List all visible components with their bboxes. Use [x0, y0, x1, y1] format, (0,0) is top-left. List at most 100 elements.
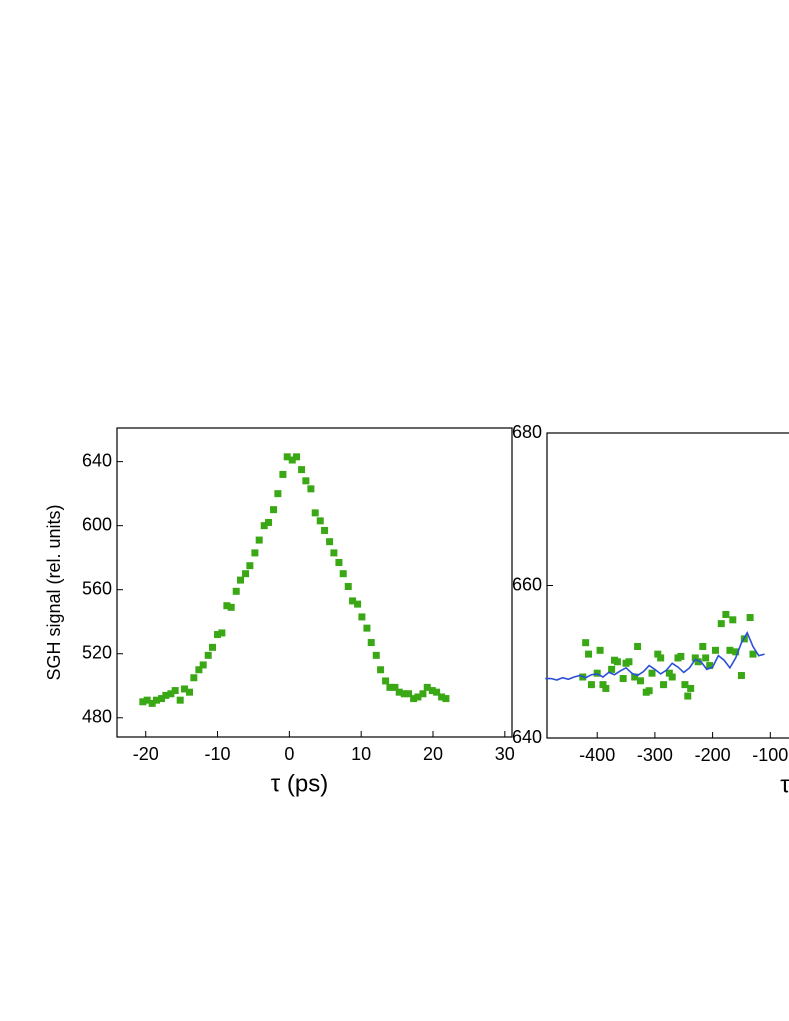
data-point: [395, 688, 403, 696]
data-point: [433, 688, 441, 696]
data-point: [657, 654, 665, 662]
data-point: [391, 683, 399, 691]
data-line: [545, 630, 765, 681]
data-point: [214, 631, 222, 639]
data-point: [209, 643, 217, 651]
data-point: [702, 654, 710, 662]
data-point: [153, 696, 160, 704]
data-point: [265, 518, 273, 526]
data-point: [279, 470, 287, 478]
data-point: [419, 690, 427, 698]
x-tick-label: -200: [695, 745, 731, 765]
data-point: [654, 650, 662, 658]
x-tick-label: -400: [579, 745, 615, 765]
data-point: [717, 620, 725, 628]
x-tick-label: 10: [351, 744, 371, 764]
data-point: [668, 673, 676, 681]
data-point: [681, 681, 689, 689]
y-axis-label: SGH signal (rel. units): [44, 504, 64, 680]
data-point: [677, 652, 685, 660]
data-point: [255, 536, 263, 544]
data-point: [746, 614, 754, 622]
data-point: [162, 691, 170, 699]
data-point: [227, 603, 235, 611]
x-tick-label: -300: [637, 745, 673, 765]
data-point: [167, 690, 175, 698]
data-point: [186, 688, 194, 696]
data-point: [684, 692, 692, 700]
data-point: [363, 624, 371, 632]
data-point: [596, 646, 604, 654]
data-point: [582, 639, 590, 647]
data-point: [602, 684, 610, 692]
y-tick-label: 600: [82, 514, 112, 534]
plot-frame: [546, 432, 789, 739]
data-point: [694, 658, 702, 666]
data-point: [648, 669, 656, 677]
y-tick-label: 560: [82, 578, 112, 598]
data-point: [660, 681, 668, 689]
data-point: [181, 685, 189, 693]
data-point: [631, 673, 639, 681]
data-point: [143, 696, 151, 704]
data-point: [726, 646, 734, 654]
x-tick-label: 20: [423, 744, 443, 764]
x-tick-label: 0: [284, 744, 294, 764]
data-point: [204, 651, 212, 659]
data-point: [372, 651, 380, 659]
data-point: [316, 517, 324, 525]
data-point: [242, 570, 250, 578]
data-point: [687, 684, 695, 692]
data-point: [400, 690, 408, 698]
x-tick-label: -10: [205, 744, 231, 764]
data-point: [599, 681, 607, 689]
data-point: [274, 490, 282, 498]
plot-frame: [116, 427, 513, 738]
x-tick-label: -100: [752, 745, 788, 765]
y-tick-label: 680: [512, 422, 542, 442]
data-point: [293, 453, 301, 461]
data-point: [587, 681, 595, 689]
data-point: [302, 477, 310, 485]
data-point: [354, 600, 362, 608]
y-tick-label: 640: [512, 727, 542, 747]
data-point: [326, 538, 334, 546]
data-point: [237, 576, 245, 584]
data-point: [625, 658, 633, 666]
data-point: [729, 616, 737, 624]
data-point: [158, 695, 166, 703]
data-point: [321, 526, 329, 534]
data-point: [139, 698, 147, 706]
data-point: [410, 695, 418, 703]
data-point: [585, 650, 593, 658]
data-point: [665, 669, 673, 677]
data-point: [382, 677, 390, 685]
data-point: [246, 562, 254, 570]
x-axis-label: τ (ps): [271, 770, 328, 797]
data-point: [732, 648, 740, 656]
y-tick-label: 480: [82, 707, 112, 727]
x-tick-label: 30: [495, 744, 515, 764]
data-point: [195, 666, 203, 674]
data-point: [367, 639, 375, 647]
data-point: [260, 522, 268, 530]
data-point: [283, 453, 291, 461]
data-point: [691, 654, 699, 662]
data-point: [232, 587, 240, 595]
data-point: [613, 658, 621, 666]
data-point: [619, 675, 627, 683]
data-point: [176, 696, 184, 704]
data-point: [270, 506, 278, 514]
x-axis-label: τ: [780, 771, 789, 798]
data-point: [634, 643, 642, 650]
data-point: [298, 466, 306, 474]
data-point: [749, 650, 757, 658]
data-point: [386, 683, 394, 691]
data-point: [645, 687, 653, 695]
y-tick-label: 660: [512, 574, 542, 594]
data-point: [349, 597, 357, 605]
data-point: [330, 549, 338, 557]
data-point: [699, 643, 707, 650]
x-tick-label: -20: [133, 744, 159, 764]
